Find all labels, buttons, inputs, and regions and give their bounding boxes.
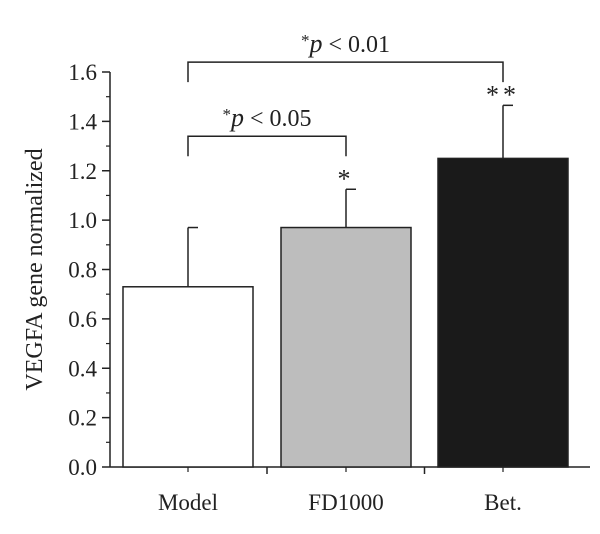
y-tick-label: 1.2: [68, 159, 97, 184]
y-tick-label: 0.2: [68, 406, 97, 431]
chart-bars: ***: [122, 80, 569, 468]
significance-star: **: [486, 80, 520, 109]
p-value-label: *p < 0.05: [222, 103, 311, 132]
p-value-label: *p < 0.01: [301, 29, 390, 58]
bar: [122, 286, 254, 468]
x-tick-label: Bet.: [484, 490, 522, 515]
y-tick-label: 1.6: [68, 60, 97, 85]
comparison-bracket: [187, 135, 347, 157]
y-tick-label: 0.8: [68, 258, 97, 283]
comparison-bracket: [187, 61, 504, 83]
x-tick-label: Model: [158, 490, 218, 515]
y-tick-label: 1.0: [68, 208, 97, 233]
x-tick-label: FD1000: [308, 490, 383, 515]
y-axis-label: VEGFA gene normalized: [22, 148, 48, 390]
bar: [437, 157, 569, 468]
y-tick-label: 0.4: [68, 356, 97, 381]
y-tick-label: 0.0: [68, 455, 97, 480]
bar: [280, 226, 412, 468]
y-tick-label: 1.4: [68, 109, 97, 134]
chart-axes: 0.0 0.2 0.4 0.6 0.8 1.0 1.2 1.4 1.6 Model FD1000 Be…: [68, 60, 590, 515]
significance-annotations: *p < 0.05 *p < 0.01: [187, 29, 504, 157]
y-tick-label: 0.6: [68, 307, 97, 332]
significance-star: *: [338, 164, 355, 193]
